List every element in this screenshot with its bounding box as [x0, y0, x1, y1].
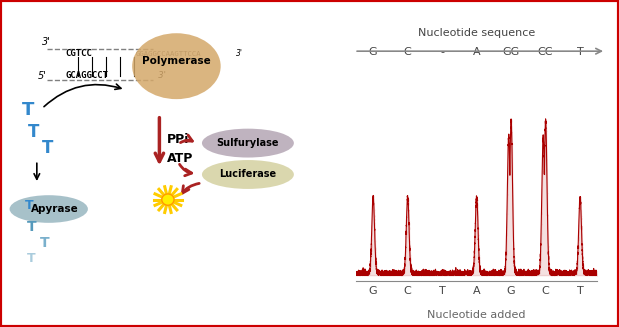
Text: T: T	[42, 139, 53, 157]
Text: ATP: ATP	[167, 152, 193, 165]
Ellipse shape	[132, 33, 221, 99]
Text: 5': 5'	[38, 71, 46, 81]
Ellipse shape	[202, 160, 294, 189]
Text: GGAGGCCAAGTTCCA: GGAGGCCAAGTTCCA	[136, 51, 201, 57]
Text: PPi: PPi	[167, 133, 189, 146]
Text: Apyrase: Apyrase	[31, 204, 79, 214]
Text: Sulfurylase: Sulfurylase	[217, 138, 279, 148]
Text: T: T	[28, 123, 40, 141]
X-axis label: Nucleotide added: Nucleotide added	[427, 310, 526, 320]
Ellipse shape	[202, 129, 294, 158]
Text: T: T	[27, 220, 37, 234]
Text: Luciferase: Luciferase	[219, 169, 277, 180]
Text: T: T	[22, 101, 34, 119]
Text: T: T	[27, 252, 35, 266]
Text: GCAGGCCT: GCAGGCCT	[66, 71, 109, 80]
Circle shape	[162, 194, 174, 205]
Title: Nucleotide sequence: Nucleotide sequence	[418, 28, 535, 38]
Text: T: T	[40, 236, 50, 250]
Ellipse shape	[10, 195, 88, 223]
Text: T: T	[25, 199, 33, 212]
Text: 3': 3'	[153, 71, 165, 80]
Text: 3': 3'	[236, 49, 243, 58]
Text: Polymerase: Polymerase	[142, 57, 211, 66]
Text: CGTCC: CGTCC	[66, 49, 93, 58]
Text: 3': 3'	[42, 37, 51, 47]
